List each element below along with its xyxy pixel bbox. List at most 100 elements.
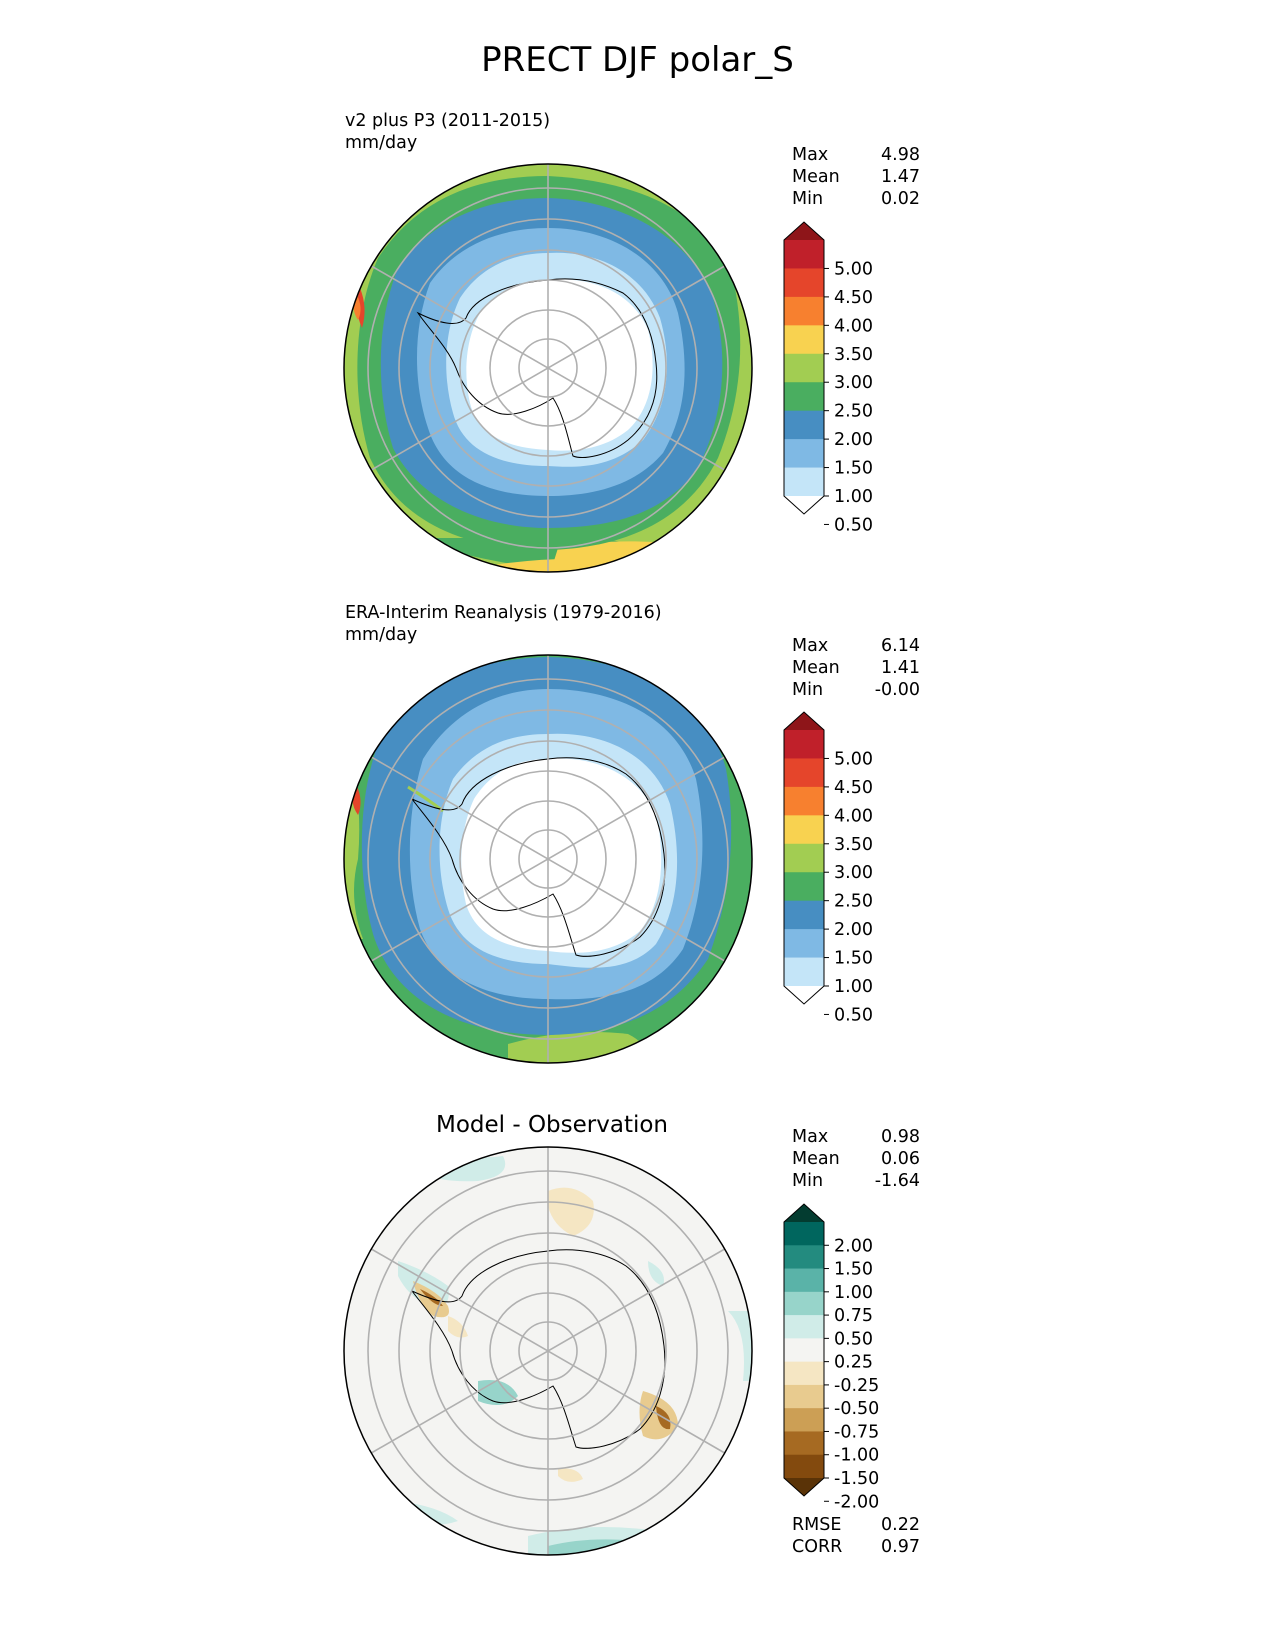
panel-1-colorbar: 5.00 4.50 4.00 3.50 3.00 2.50 2.00 1.50 1.00 0.50	[783, 221, 873, 535]
colorbar-tick-label: 1.50	[834, 1260, 873, 1280]
colorbar-segment	[784, 296, 824, 326]
stat-mean-value: 0.06	[881, 1149, 920, 1169]
colorbar-extend-top	[784, 712, 824, 730]
colorbar-tick-label: 1.00	[834, 487, 873, 507]
colorbar-tick-label: -1.50	[834, 1469, 879, 1489]
rmse-label: RMSE	[792, 1515, 842, 1535]
colorbar-tick-label: -0.50	[834, 1399, 879, 1419]
graticule	[367, 1147, 729, 1555]
colorbar-segment	[784, 843, 824, 873]
panel-1-units: mm/day	[345, 133, 418, 153]
diff-zone-neg-0.25-0.5	[448, 1316, 468, 1338]
panel-1-map	[343, 163, 753, 573]
panel-2-label: ERA-Interim Reanalysis (1979-2016) mm/da…	[345, 602, 662, 646]
colorbar-tick-label: 0.25	[834, 1353, 873, 1373]
colorbar-segment	[784, 1338, 824, 1363]
diff-zone-neg-0.25-0.5	[558, 1468, 583, 1482]
panel-3-map	[343, 1146, 753, 1556]
stat-mean-value: 1.41	[881, 658, 920, 678]
colorbar-segment	[784, 382, 824, 412]
colorbar-tick-label: 4.00	[834, 316, 873, 336]
colorbar-segment	[784, 815, 824, 845]
stat-mean-value: 1.47	[881, 167, 920, 187]
stat-mean-label: Mean	[792, 167, 840, 187]
colorbar-tick-label: 1.50	[834, 949, 873, 969]
colorbar-segment	[784, 1245, 824, 1270]
colorbar-tick-label: 2.50	[834, 892, 873, 912]
colorbar-extend-top	[784, 1204, 824, 1222]
colorbar-segment	[784, 872, 824, 902]
colorbar-segment	[784, 353, 824, 383]
colorbar-segment	[784, 1315, 824, 1339]
stat-min-value: -1.64	[874, 1171, 920, 1191]
diff-zone-0.25-0.5	[648, 1261, 664, 1286]
colorbar-segment	[784, 1222, 824, 1246]
stat-max-label: Max	[792, 636, 829, 656]
map-boundary	[343, 1146, 753, 1556]
coastline	[411, 1249, 666, 1449]
corr-value: 0.97	[881, 1537, 920, 1557]
panel-1-case-name: v2 plus P3 (2011-2015)	[345, 111, 551, 131]
stat-mean-label: Mean	[792, 1149, 840, 1169]
stat-max-label: Max	[792, 145, 829, 165]
colorbar-tick-label: 4.00	[834, 806, 873, 826]
stat-max-value: 6.14	[881, 636, 920, 656]
figure-title: PRECT DJF polar_S	[481, 40, 794, 80]
panel-2-units: mm/day	[345, 625, 418, 645]
stat-min-value: 0.02	[881, 189, 920, 209]
stat-max-value: 4.98	[881, 145, 920, 165]
colorbar-tick-label: 1.00	[834, 1283, 873, 1303]
colorbar-tick-label: 3.50	[834, 835, 873, 855]
colorbar-segment	[784, 957, 824, 987]
colorbar-tick-label: -0.75	[834, 1422, 879, 1442]
panel-3-stats: Max 0.98 Mean 0.06 Min -1.64	[792, 1126, 920, 1192]
diff-zone-neg-1.0-1.5	[420, 1289, 443, 1306]
stat-min-value: -0.00	[874, 680, 920, 700]
stat-mean-label: Mean	[792, 658, 840, 678]
graticule	[367, 655, 729, 1063]
stat-min-label: Min	[792, 1171, 824, 1191]
colorbar-segment	[784, 268, 824, 298]
precip-zone-0-0.5	[461, 758, 662, 953]
panel-2-map	[343, 654, 753, 1064]
colorbar-segment	[784, 1384, 824, 1409]
panel-1-stats: Max 4.98 Mean 1.47 Min 0.02	[792, 144, 920, 210]
colorbar-segment	[784, 1268, 824, 1293]
colorbar-tick-label: 2.50	[834, 402, 873, 422]
coastline	[411, 757, 666, 957]
map-boundary	[343, 654, 753, 1064]
colorbar-tick-label: -1.00	[834, 1446, 879, 1466]
corr-label: CORR	[792, 1537, 843, 1557]
colorbar-tick-label: 2.00	[834, 430, 873, 450]
panel-2-case-name: ERA-Interim Reanalysis (1979-2016)	[345, 603, 662, 623]
colorbar-extend-top	[784, 222, 824, 240]
colorbar-segment	[784, 730, 824, 759]
colorbar-segment	[784, 1431, 824, 1456]
colorbar-segment	[784, 240, 824, 269]
colorbar-tick-label: 4.50	[834, 288, 873, 308]
colorbar-segment	[784, 786, 824, 816]
colorbar-segment	[784, 758, 824, 788]
colorbar-segment	[784, 410, 824, 440]
colorbar-segment	[784, 1454, 824, 1479]
stat-min-label: Min	[792, 189, 824, 209]
map-boundary	[343, 163, 753, 573]
colorbar-tick-label: 5.00	[834, 749, 873, 769]
colorbar-tick-label: 3.50	[834, 345, 873, 365]
colorbar-tick-label: 2.00	[834, 920, 873, 940]
colorbar-tick-label: 1.50	[834, 459, 873, 479]
stat-max-label: Max	[792, 1127, 829, 1147]
colorbar-segment	[784, 900, 824, 930]
colorbar-tick-label: -0.25	[834, 1376, 879, 1396]
panel-2-colorbar: 5.00 4.50 4.00 3.50 3.00 2.50 2.00 1.50 1.00 0.50	[783, 711, 873, 1025]
colorbar-segment	[784, 325, 824, 355]
precip-zone-3.0-3.5	[407, 785, 444, 813]
colorbar-tick-label: 1.00	[834, 977, 873, 997]
colorbar-tick-label: -2.00	[834, 1492, 879, 1512]
panel-2-stats: Max 6.14 Mean 1.41 Min -0.00	[792, 635, 920, 701]
colorbar-extend-bottom	[784, 986, 824, 1004]
graticule	[367, 164, 729, 572]
colorbar-tick-label: 3.00	[834, 863, 873, 883]
panel-3-colorbar: 2.00 1.50 1.00 0.75 0.50 0.25 -0.25 -0.50 -0.75 -…	[783, 1203, 879, 1512]
colorbar-segment	[784, 1291, 824, 1316]
